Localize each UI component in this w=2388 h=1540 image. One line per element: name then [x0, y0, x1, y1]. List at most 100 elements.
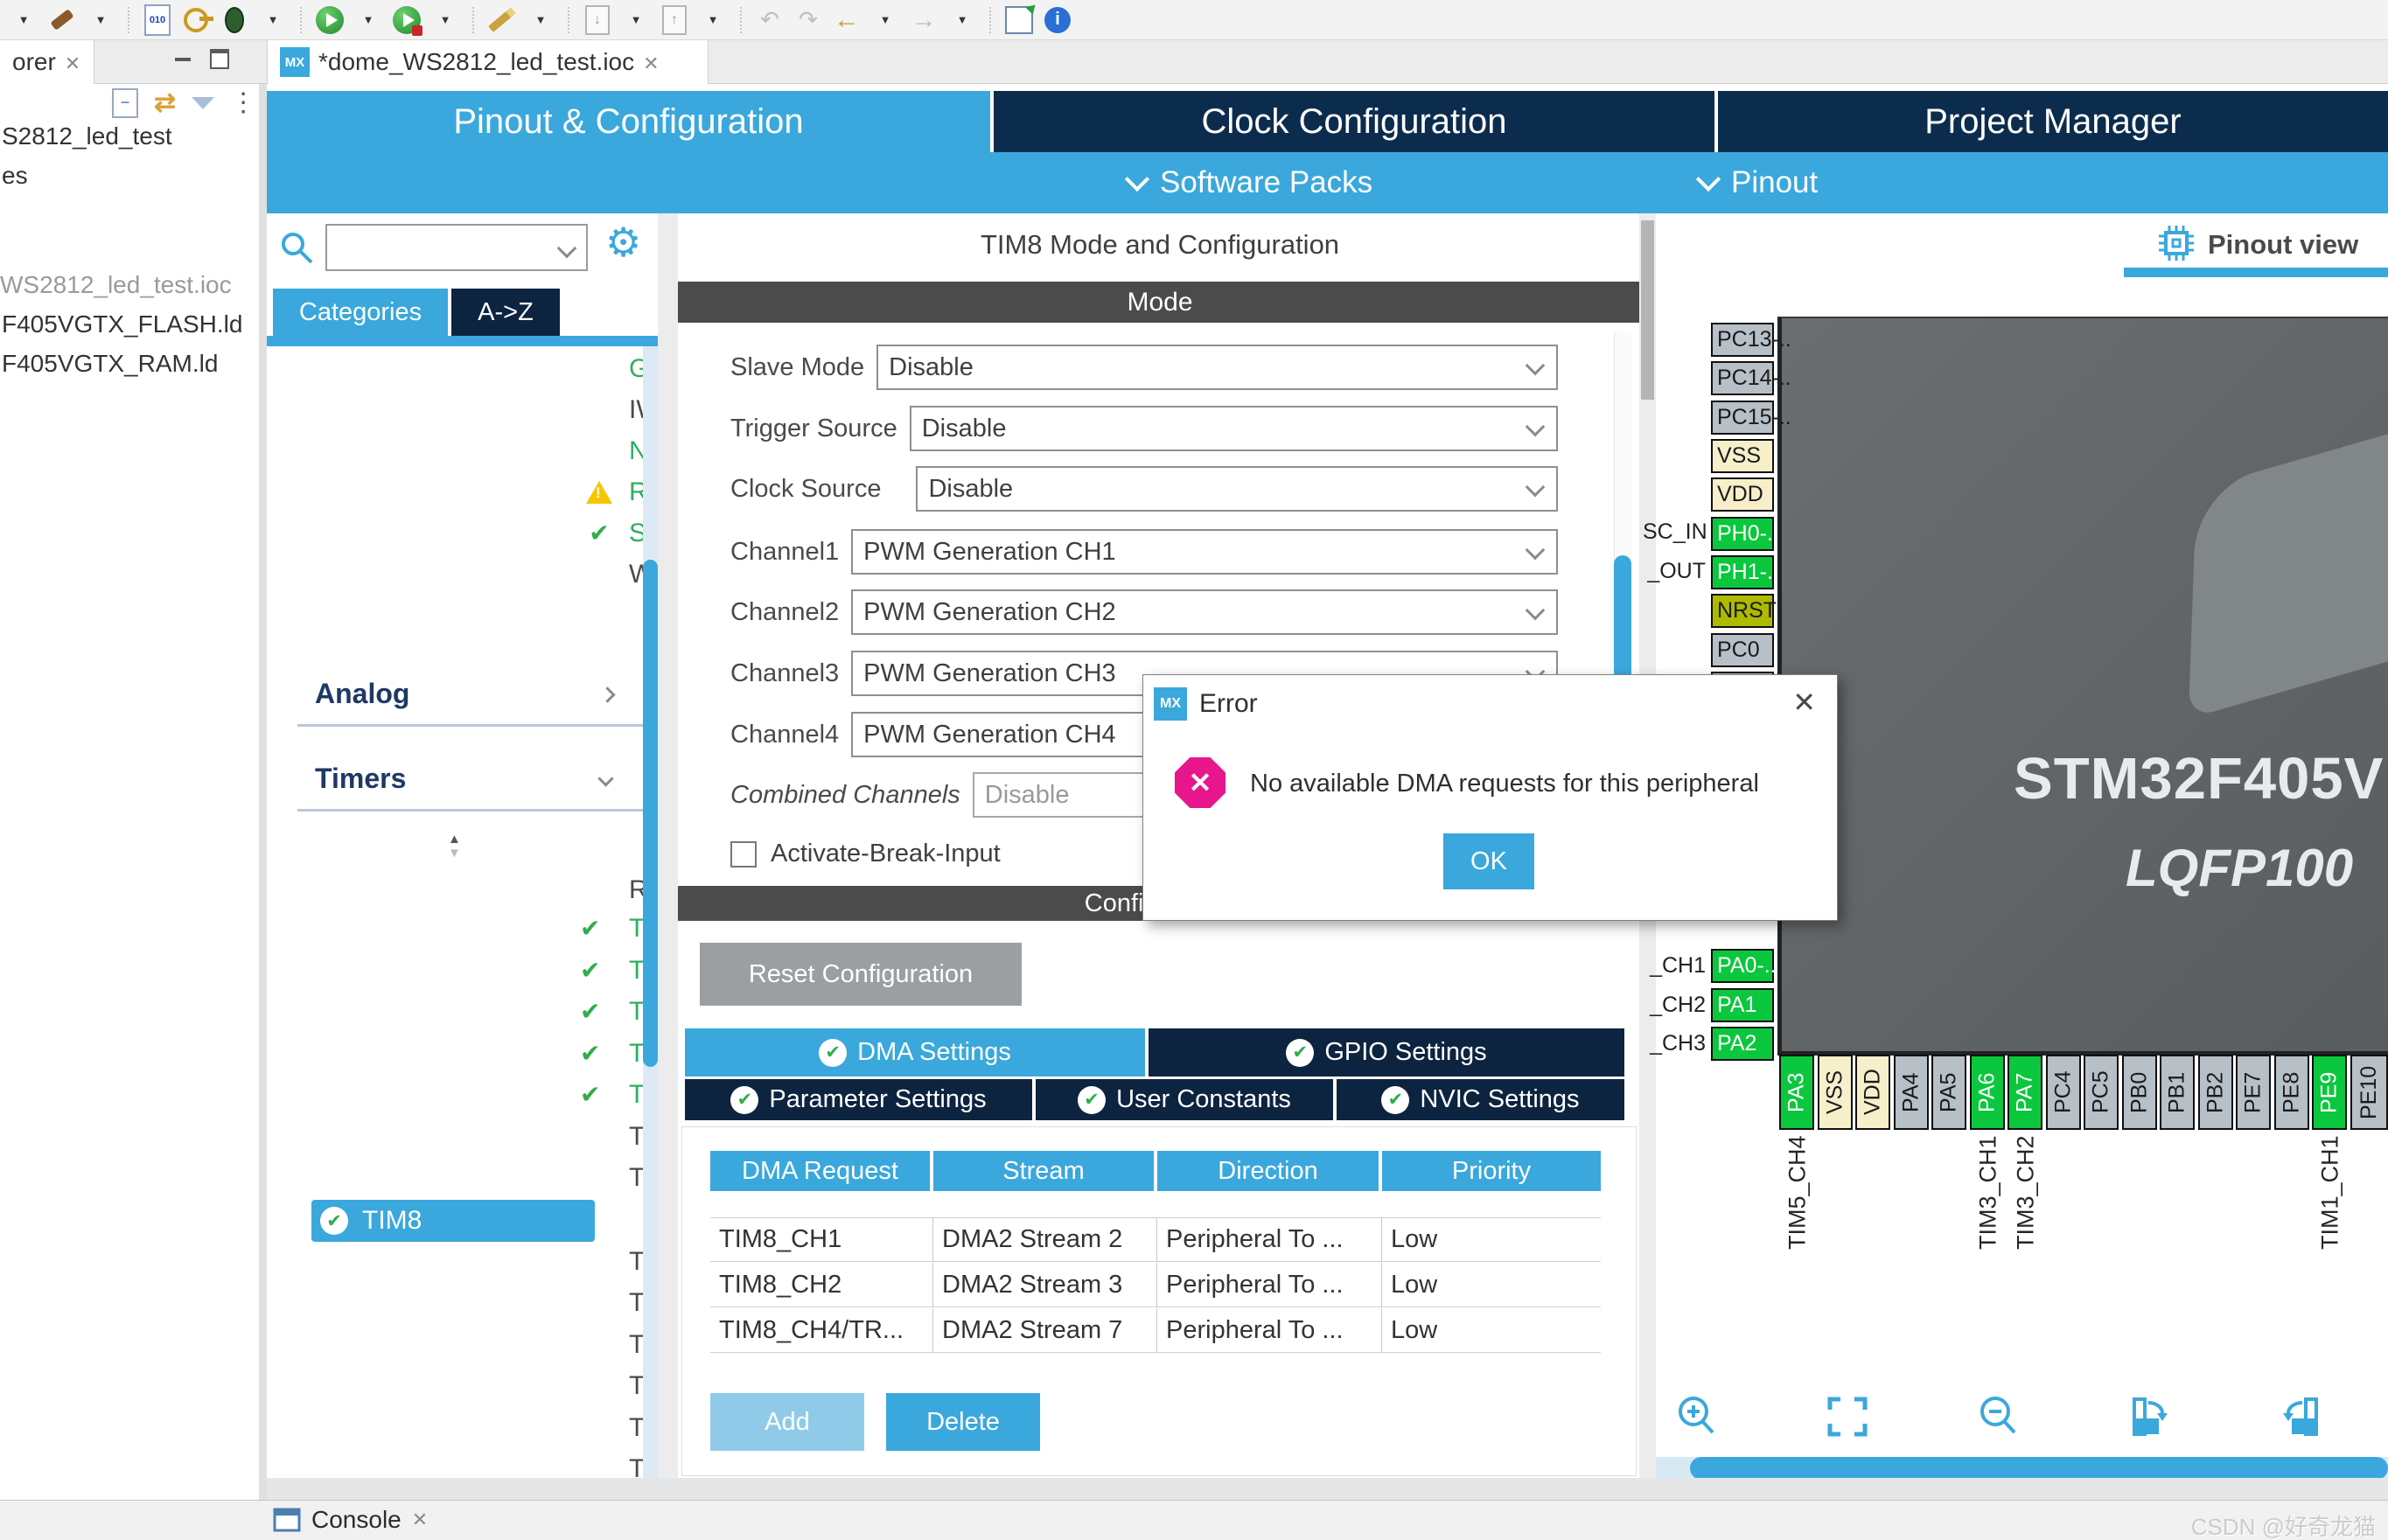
panel-divider[interactable]	[259, 84, 267, 1500]
slave-mode-select[interactable]: Disable	[876, 345, 1558, 390]
pin-vdd[interactable]: VDD	[1711, 477, 1774, 512]
pin-pa7[interactable]: PA7	[2007, 1055, 2042, 1130]
category-rcc[interactable]: RCC	[267, 471, 686, 512]
fit-screen-icon[interactable]	[1823, 1392, 1872, 1441]
tab-categories[interactable]: Categories	[273, 289, 448, 336]
timer-item-tim3[interactable]: TIM3	[267, 993, 688, 1031]
tab-project-explorer[interactable]: orer	[0, 40, 94, 84]
dropdown-caret-icon[interactable]	[698, 5, 728, 35]
table-row[interactable]: TIM8_CH1 DMA2 Stream 2 Peripheral To ...…	[710, 1217, 1601, 1262]
pin-pe10[interactable]: PE10	[2350, 1055, 2388, 1130]
category-nvic[interactable]: NVIC	[267, 430, 692, 471]
tree-item-includes[interactable]: es	[2, 162, 28, 189]
timer-item-tim10[interactable]: TIM10	[267, 1284, 703, 1322]
pin-pc4[interactable]: PC4	[2046, 1055, 2081, 1130]
trigger-source-select[interactable]: Disable	[909, 406, 1558, 451]
dropdown-caret-icon[interactable]	[621, 5, 651, 35]
tab-ioc-editor[interactable]: *dome_WS2812_led_test.ioc	[267, 40, 709, 84]
table-row[interactable]: TIM8_CH2 DMA2 Stream 3 Peripheral To ...…	[710, 1263, 1601, 1307]
pinout-menu[interactable]: Pinout	[1695, 152, 1818, 213]
dialog-close-icon[interactable]: ✕	[1792, 686, 1816, 718]
run-coverage-icon[interactable]	[392, 5, 422, 36]
tree-item-flash-ld[interactable]: F405VGTX_FLASH.ld	[2, 310, 243, 338]
dropdown-caret-icon[interactable]	[353, 5, 383, 35]
timer-item-tim4[interactable]: TIM4	[267, 1035, 688, 1073]
gear-icon[interactable]	[605, 219, 641, 266]
pin-vdd-bottom[interactable]: VDD	[1855, 1055, 1890, 1130]
timer-item-rtc[interactable]: RTC	[267, 871, 682, 909]
tab-project-manager[interactable]: Project Manager	[1718, 91, 2388, 152]
pin-ph1[interactable]: PH1-..	[1711, 555, 1779, 589]
section-analog[interactable]: Analog	[315, 678, 410, 709]
dropdown-caret-icon[interactable]	[9, 5, 38, 35]
tab-a-to-z[interactable]: A->Z	[451, 289, 560, 336]
pull-down-icon[interactable]	[583, 4, 612, 35]
tab-nvic-settings[interactable]: NVIC Settings	[1337, 1079, 1624, 1120]
pin-pa2[interactable]: PA2	[1711, 1027, 1774, 1061]
timer-item-tim7[interactable]: TIM7	[267, 1159, 688, 1197]
filter-icon[interactable]	[192, 96, 215, 109]
undo-icon[interactable]	[755, 5, 785, 35]
category-iwdg[interactable]: IWDG	[267, 389, 701, 430]
search-input-field[interactable]	[331, 229, 553, 268]
tree-item-ioc-file[interactable]: WS2812_led_test.ioc	[0, 271, 232, 298]
dropdown-caret-icon[interactable]	[430, 5, 460, 35]
table-header-dma-request[interactable]: DMA Request	[710, 1151, 930, 1191]
pin-pa5[interactable]: PA5	[1931, 1055, 1966, 1130]
close-icon[interactable]	[65, 48, 80, 76]
pin-pc5[interactable]: PC5	[2084, 1055, 2119, 1130]
tab-clock-configuration[interactable]: Clock Configuration	[994, 91, 1714, 152]
build-hammer-icon[interactable]	[47, 5, 77, 35]
pin-vss[interactable]: VSS	[1711, 439, 1774, 473]
dropdown-caret-icon[interactable]	[258, 5, 288, 35]
rotate-clockwise-icon[interactable]	[2126, 1392, 2175, 1441]
tree-item-ram-ld[interactable]: F405VGTX_RAM.ld	[2, 350, 219, 377]
table-header-direction[interactable]: Direction	[1157, 1151, 1379, 1191]
tab-gpio-settings[interactable]: GPIO Settings	[1149, 1028, 1624, 1077]
pin-pe8[interactable]: PE8	[2274, 1055, 2309, 1130]
reset-configuration-button[interactable]: Reset Configuration	[700, 943, 1022, 1006]
category-wwdg[interactable]: WWDG	[267, 554, 718, 595]
table-header-priority[interactable]: Priority	[1382, 1151, 1601, 1191]
flashlight-icon[interactable]	[487, 5, 517, 35]
debug-bug-icon[interactable]	[220, 5, 249, 35]
tree-item-project[interactable]: S2812_led_test	[2, 122, 172, 150]
timer-item-tim11[interactable]: TIM11	[267, 1326, 702, 1364]
forward-nav-icon[interactable]	[909, 5, 939, 35]
timer-item-tim1[interactable]: TIM1	[267, 909, 688, 948]
timer-item-tim9[interactable]: TIM9	[267, 1243, 688, 1281]
timer-item-tim12[interactable]: TIM12	[267, 1367, 703, 1405]
add-button[interactable]: Add	[710, 1393, 864, 1451]
dropdown-caret-icon[interactable]	[947, 5, 977, 35]
pin-pa1[interactable]: PA1	[1711, 988, 1774, 1022]
pin-pe9[interactable]: PE9	[2312, 1055, 2347, 1130]
push-up-icon[interactable]	[660, 4, 689, 35]
last-edit-location-icon[interactable]	[832, 5, 862, 35]
pin-pc13[interactable]: PC13-..	[1711, 323, 1791, 357]
rotate-counterclockwise-icon[interactable]	[2276, 1392, 2325, 1441]
category-gpio[interactable]: GPIO	[267, 348, 695, 389]
table-row[interactable]: TIM8_CH4/TR... DMA2 Stream 7 Peripheral …	[710, 1308, 1601, 1353]
section-timers[interactable]: Timers	[315, 763, 407, 794]
pin-pa3[interactable]: PA3	[1779, 1055, 1814, 1130]
table-header-stream[interactable]: Stream	[933, 1151, 1154, 1191]
close-icon[interactable]	[412, 1509, 428, 1531]
clock-source-select[interactable]: Disable	[916, 466, 1558, 512]
timer-item-tim8-selected[interactable]: TIM8	[311, 1200, 595, 1242]
pin-pc15[interactable]: PC15-..	[1711, 401, 1791, 435]
pin-pa6[interactable]: PA6	[1970, 1055, 2005, 1130]
zoom-in-icon[interactable]	[1672, 1392, 1721, 1441]
pin-pb0[interactable]: PB0	[2122, 1055, 2157, 1130]
pinout-scrollbar-thumb[interactable]	[1641, 220, 1654, 400]
pin-pb1[interactable]: PB1	[2160, 1055, 2195, 1130]
tab-pinout-configuration[interactable]: Pinout & Configuration	[267, 91, 990, 152]
category-sys[interactable]: SYS	[267, 512, 681, 554]
timer-item-tim2[interactable]: TIM2	[267, 951, 688, 990]
view-menu-icon[interactable]: ⋮	[230, 88, 257, 117]
pin-pc14[interactable]: PC14-..	[1711, 361, 1791, 395]
timer-item-tim13[interactable]: TIM13	[267, 1409, 703, 1447]
channel2-select[interactable]: PWM Generation CH2	[851, 589, 1558, 635]
activate-break-input-checkbox[interactable]	[730, 840, 757, 868]
dropdown-caret-icon[interactable]	[526, 5, 555, 35]
sidebar-scrollbar-thumb[interactable]	[643, 560, 658, 1067]
